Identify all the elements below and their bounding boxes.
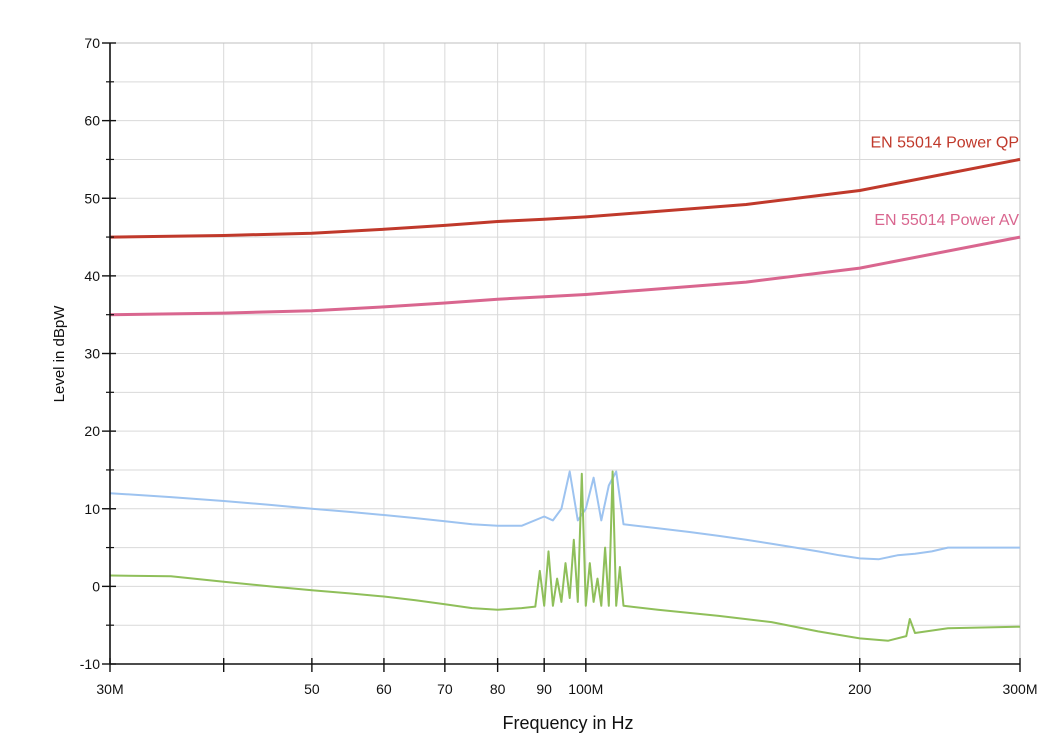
series-line-1 [109,157,1021,239]
x-tick-label: 50 [304,681,320,697]
y-tick-label: 0 [92,578,100,594]
x-tick-label: 60 [376,681,392,697]
tick-labels: -10 0 10 20 30 40 50 60 70 30M 50 60 70 80 90 100M 200 30… [80,35,1038,697]
y-axis-title: Level in dBpW [51,305,68,403]
x-tick-label: 90 [536,681,552,697]
y-tick-label: 40 [84,268,100,284]
x-tick-label: 200 [848,681,872,697]
series-line-4 [109,470,1021,642]
y-tick-label: 50 [84,190,100,206]
x-axis-title: Frequency in Hz [502,713,633,733]
y-tick-label: 70 [84,35,100,51]
y-tick-label: 60 [84,113,100,129]
x-tick-label: 300M [1002,681,1037,697]
y-tick-label: 10 [84,501,100,517]
grid [109,42,1021,665]
series-label-2: EN 55014 Power AV [874,212,1019,229]
series-group [109,157,1021,642]
axes [102,42,1021,672]
x-tick-label: 80 [490,681,506,697]
series-labels: EN 55014 Power QP EN 55014 Power AV [870,134,1019,229]
y-tick-label: 30 [84,346,100,362]
x-tick-label: 100M [568,681,603,697]
x-tick-label: 30M [96,681,123,697]
x-tick-label: 70 [437,681,453,697]
series-label-1: EN 55014 Power QP [870,134,1019,151]
series-line-3 [109,470,1020,561]
y-tick-label: 20 [84,423,100,439]
y-tick-label: -10 [80,656,100,672]
series-line-2 [109,235,1021,317]
